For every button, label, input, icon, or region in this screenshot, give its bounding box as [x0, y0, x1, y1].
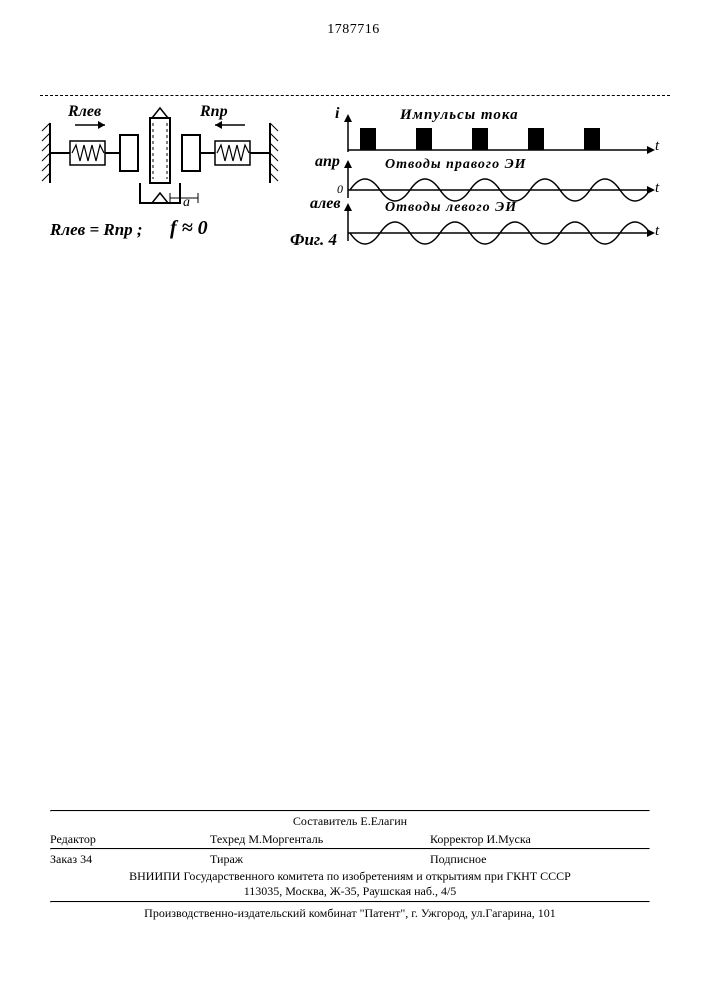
separator-dashed	[40, 95, 670, 96]
footer-block: Составитель Е.Елагин Редактор Техред М.М…	[50, 810, 650, 924]
chart3-y-axis: aлев	[310, 195, 340, 213]
producer-line: Производственно-издательский комбинат "П…	[50, 903, 650, 924]
page-number: 1787716	[0, 22, 707, 38]
chart1-title: Импульсы тока	[400, 107, 519, 124]
chart1-x-axis: t	[655, 138, 659, 155]
figure-label: Фиг. 4	[290, 230, 337, 250]
corrector-label: Корректор	[430, 832, 484, 846]
order-label: Заказ	[50, 852, 77, 866]
org-line: ВНИИПИ Государственного комитета по изоб…	[50, 869, 650, 884]
chart3-x-axis: t	[655, 223, 659, 240]
editor-label: Редактор	[50, 832, 96, 846]
corrector-name: И.Муска	[487, 832, 531, 846]
chart1-y-axis: i	[335, 105, 339, 123]
chart2-title: Отводы правого ЭИ	[385, 157, 527, 173]
freq-label: f ≈ 0	[170, 217, 208, 240]
chart2-x-axis: t	[655, 180, 659, 197]
order-num: 34	[80, 852, 92, 866]
compiler-label: Составитель	[293, 814, 357, 828]
tirazh-label: Тираж	[210, 852, 410, 867]
chart2-y-axis: aпр	[315, 153, 340, 171]
chart3-title: Отводы левого ЭИ	[385, 200, 517, 216]
podpisnoe-label: Подписное	[430, 852, 487, 867]
r-right-label: Rпр	[200, 103, 228, 121]
figure-area: Rлев Rпр a Rлев = Rпр ; f ≈ 0 i Импульсы…	[40, 95, 670, 275]
compiler-name: Е.Елагин	[360, 814, 407, 828]
tech-label: Техред	[210, 832, 245, 846]
equation: Rлев = Rпр ;	[50, 220, 143, 240]
gap-label: a	[183, 195, 190, 211]
address-line: 113035, Москва, Ж-35, Раушская наб., 4/5	[50, 884, 650, 901]
tech-name: М.Моргенталь	[248, 832, 323, 846]
r-left-label: Rлев	[68, 103, 101, 121]
